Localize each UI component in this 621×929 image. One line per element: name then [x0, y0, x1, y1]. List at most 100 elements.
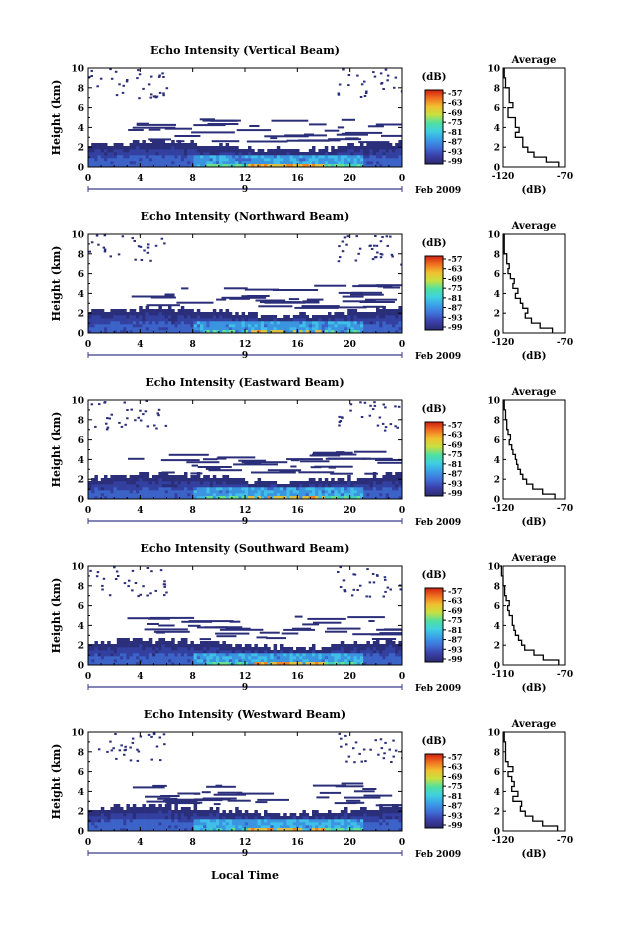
echo-cell: [171, 327, 175, 331]
echo-cell: [94, 478, 98, 482]
echo-speckle: [128, 579, 131, 582]
echo-cell: [180, 822, 185, 826]
echo-cell: [113, 804, 118, 808]
echo-speckle: [133, 240, 136, 242]
echo-cell: [129, 659, 134, 663]
echo-cell: [238, 656, 242, 660]
echo-cell: [321, 653, 326, 657]
echo-cell: [155, 819, 159, 823]
echo-cell: [216, 813, 220, 817]
echo-cell: [145, 819, 150, 823]
echo-cell: [296, 327, 300, 331]
echo-cell: [88, 647, 92, 651]
echo-cell: [206, 161, 210, 165]
echo-cell: [305, 650, 310, 654]
echo-cell: [376, 146, 380, 150]
echo-cell: [142, 321, 146, 325]
echo-cell: [305, 484, 310, 488]
echo-cell: [164, 822, 169, 826]
colorbar: [424, 89, 444, 165]
echo-cell: [158, 327, 162, 331]
echo-cell: [347, 819, 351, 823]
echo-cell: [241, 647, 246, 651]
echo-cell: [254, 484, 258, 488]
echo-cell: [104, 146, 108, 150]
echo-cell: [328, 152, 332, 156]
echo-cell: [324, 481, 329, 485]
echo-cell: [209, 327, 214, 331]
echo-cell: [283, 816, 287, 820]
echo-cell: [187, 644, 191, 648]
echo-cell: [360, 659, 364, 663]
echo-cell: [334, 315, 338, 319]
echo-cell: [190, 662, 194, 665]
echo-cell: [353, 650, 358, 654]
echo-cell: [116, 321, 121, 325]
echo-cell: [392, 152, 396, 156]
echo-cell: [382, 149, 386, 153]
echo-cell: [129, 825, 134, 829]
echo-cell: [216, 647, 220, 651]
echo-cell: [113, 146, 118, 150]
echo-cell: [376, 650, 380, 654]
echo-cell: [299, 327, 303, 331]
echo-speckle: [392, 739, 395, 742]
echo-cell: [289, 493, 294, 497]
echo-cell: [142, 152, 146, 156]
echo-cell: [113, 149, 118, 153]
echo-cell-core: [356, 164, 361, 167]
echo-cell: [385, 321, 390, 325]
echo-cell: [379, 161, 383, 165]
echo-cell: [315, 813, 319, 817]
echo-cell: [180, 653, 185, 657]
echo-cell: [334, 656, 338, 660]
echo-cell: [238, 321, 242, 325]
echo-cell: [276, 318, 281, 322]
echo-cell: [91, 816, 95, 820]
echo-cell: [116, 309, 121, 313]
echo-cell: [232, 825, 236, 829]
echo-cell: [91, 478, 95, 482]
echo-cell: [388, 309, 393, 313]
echo-cell: [123, 309, 127, 313]
echo-cell-core: [273, 496, 278, 499]
echo-cell: [388, 152, 393, 156]
echo-cell: [337, 822, 342, 826]
echo-speckle: [105, 428, 109, 431]
echo-cell: [232, 478, 236, 482]
echo-cell: [126, 659, 130, 663]
echo-cell: [350, 324, 354, 328]
panel-title: Echo Intensity (Westward Beam): [144, 708, 346, 721]
echo-cell: [366, 149, 370, 153]
echo-cell: [113, 324, 118, 328]
echo-cell: [292, 149, 297, 153]
echo-cell: [379, 810, 383, 814]
echo-speckle: [343, 590, 347, 593]
echo-cell: [116, 324, 121, 328]
echo-cell: [104, 828, 108, 831]
echo-cell: [155, 644, 159, 648]
echo-cell: [238, 152, 242, 156]
echo-speckle: [365, 595, 368, 598]
echo-speckle: [90, 75, 93, 77]
echo-cell: [350, 149, 354, 153]
echo-speckle: [131, 237, 134, 240]
echo-speckle: [139, 735, 143, 738]
echo-cell: [203, 155, 207, 159]
echo-cell: [302, 493, 306, 497]
echo-cell: [100, 315, 105, 319]
echo-cell: [334, 813, 338, 817]
echo-cell: [158, 330, 162, 333]
echo-cell: [296, 487, 300, 491]
echo-cell: [321, 315, 326, 319]
echo-cell: [232, 490, 236, 494]
colorbar-tick-label: -57: [448, 254, 462, 264]
echo-cell: [148, 309, 153, 313]
echo-cell: [126, 816, 130, 820]
echo-cell: [382, 312, 386, 316]
average-x-tick-label: -70: [557, 670, 573, 680]
echo-cell: [174, 825, 178, 829]
echo-cell: [180, 161, 185, 165]
echo-cell: [270, 152, 274, 156]
echo-cell: [113, 653, 118, 657]
